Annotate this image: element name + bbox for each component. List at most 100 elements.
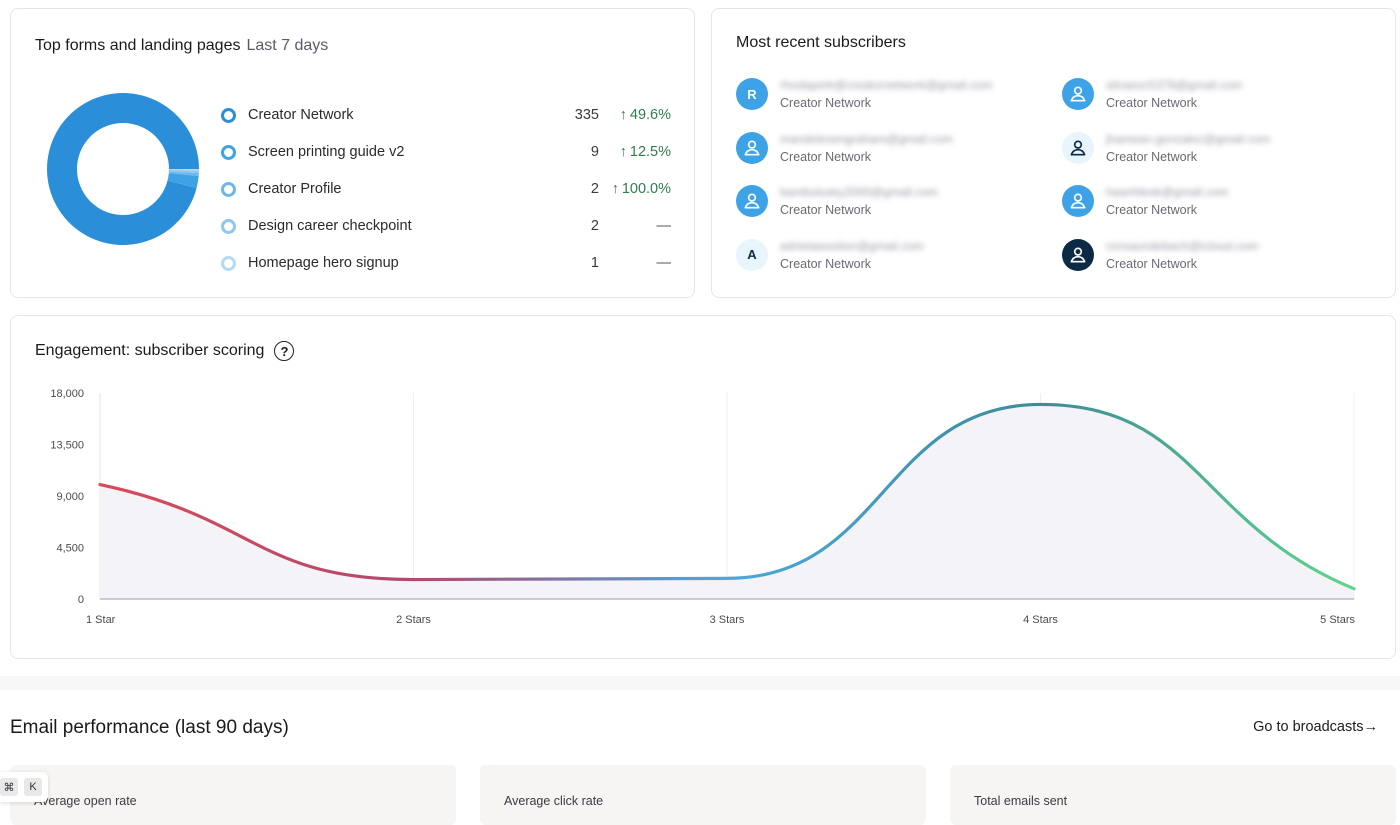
subscriber-email: jhamean.gonzalez@gmail.com (1106, 131, 1271, 146)
go-to-broadcasts-label: Go to broadcasts (1253, 719, 1364, 735)
subscriber-item[interactable]: jhamean.gonzalez@gmail.com Creator Networ… (1062, 130, 1362, 170)
form-count: 1 (590, 255, 599, 271)
subscriber-item[interactable]: haanhleek@gmail.com Creator Network (1062, 183, 1362, 223)
data-point[interactable] (1037, 400, 1045, 408)
subscriber-source: Creator Network (1106, 96, 1197, 110)
y-tick-label: 9,000 (56, 491, 84, 503)
form-name: Design career checkpoint (248, 218, 412, 234)
avatar: A (736, 238, 768, 271)
data-point[interactable] (1350, 585, 1358, 593)
subscriber-email: silvaesc5378@gmail.com (1106, 78, 1243, 92)
stat-label: Average open rate (34, 794, 137, 808)
engagement-line[interactable] (98, 402, 1356, 591)
y-tick-label: 13,500 (50, 440, 84, 452)
forms-period: Last 7 days (246, 37, 329, 54)
y-tick-label: 0 (78, 594, 84, 606)
subscriber-email: haanhleek@gmail.com (1106, 185, 1229, 199)
subscriber-email: bambulusky2000@gmail.com (780, 185, 938, 199)
donut-slice[interactable] (47, 93, 199, 245)
legend-dot-icon (221, 145, 236, 160)
y-tick-label: 18,000 (50, 388, 84, 400)
subscriber-item[interactable]: ronsaundebach@icloud.com Creator Network (1062, 237, 1362, 277)
legend-dot-icon (221, 108, 236, 123)
form-count: 335 (574, 107, 599, 123)
subscriber-source: Creator Network (1106, 203, 1197, 217)
form-count: 9 (590, 144, 599, 160)
forms-donut-chart (47, 93, 199, 245)
forms-card-title: Top forms and landing pages Last 7 days (35, 37, 328, 55)
engagement-area (100, 404, 1354, 599)
donut-slice[interactable] (167, 173, 199, 188)
subscriber-item[interactable]: mandelesengraham@gmail.com Creator Networ… (736, 130, 1036, 170)
form-row[interactable]: Design career checkpoint 2 — (219, 214, 671, 238)
arrow-up-icon: ↑ (611, 181, 619, 197)
person-icon (1062, 238, 1094, 271)
person-icon (736, 131, 768, 164)
subscriber-email: mandelesengraham@gmail.com (780, 131, 953, 146)
person-icon (1062, 78, 1094, 110)
subscribers-card-title: Most recent subscribers (736, 34, 906, 51)
question-circle-icon[interactable]: ? (274, 341, 295, 361)
data-point[interactable] (723, 574, 731, 582)
stat-card-open-rate: Average open rate (10, 765, 456, 825)
form-row[interactable]: Creator Profile 2 ↑ 100.0% (219, 177, 671, 201)
data-point[interactable] (96, 481, 104, 489)
person-icon (1062, 185, 1094, 217)
subscriber-email: rhodaperk@creatornetwork@gmail.com (780, 78, 993, 92)
arrow-up-icon: ↑ (619, 107, 627, 123)
form-change: — (607, 218, 672, 234)
stat-label: Average click rate (504, 794, 604, 808)
email-performance-title: Email performance (last 90 days) (10, 717, 289, 738)
form-change: ↑ 12.5% (607, 144, 671, 160)
command-key-icon: ⌘ (0, 778, 18, 796)
subscriber-item[interactable]: bambulusky2000@gmail.com Creator Network (736, 183, 1036, 223)
keyboard-shortcut-hint[interactable]: ⌘ K (0, 772, 48, 802)
engagement-chart: 18,000 13,500 9,000 4,500 01 Star 2 Stars 3 St… (50, 388, 1358, 626)
data-point[interactable] (410, 576, 418, 584)
form-name: Creator Network (248, 107, 354, 123)
stat-card-emails-sent: Total emails sent (950, 765, 1396, 825)
form-name: Homepage hero signup (248, 255, 399, 271)
legend-dot-icon (221, 219, 236, 234)
form-change-value: 100.0% (621, 181, 671, 197)
form-row[interactable]: Screen printing guide v2 9 ↑ 12.5% (219, 140, 671, 164)
engagement-card: 18,000 13,500 9,000 4,500 0 1 Star 2 Stars 3 St… (10, 315, 1396, 659)
donut-slice[interactable] (168, 171, 199, 176)
stat-label: Total emails sent (974, 794, 1068, 808)
engagement-card-title: Engagement: subscriber scoring ? (35, 341, 295, 361)
legend-dot-icon (221, 182, 236, 197)
subscriber-item[interactable]: silvaesc5378@gmail.com Creator Network (1062, 76, 1362, 116)
y-tick-label: 4,500 (56, 543, 84, 555)
subscriber-source: Creator Network (780, 96, 871, 110)
x-tick-label: 3 Stars (710, 614, 745, 626)
form-row[interactable]: Creator Network 335 ↑ 49.6% (219, 103, 671, 127)
x-tick-label: 4 Stars (1023, 614, 1058, 626)
form-change: ↑ 100.0% (607, 181, 671, 197)
go-to-broadcasts-link[interactable]: Go to broadcasts→ (1253, 719, 1378, 735)
stat-card-click-rate: Average click rate (480, 765, 926, 825)
forms-title-text: Top forms and landing pages (35, 37, 241, 54)
legend-dot-icon (221, 256, 236, 271)
form-count: 2 (590, 218, 599, 234)
subscriber-source: Creator Network (1106, 149, 1197, 164)
x-tick-label: 2 Stars (396, 614, 431, 626)
arrow-right-icon: → (1363, 719, 1379, 735)
x-tick-label: 1 Star (86, 614, 116, 626)
k-key: K (24, 778, 42, 796)
subscriber-source: Creator Network (780, 203, 871, 217)
donut-slice[interactable] (168, 169, 199, 174)
subscriber-email: adrielawoolion@gmail.com (780, 238, 924, 253)
subscriber-source: Creator Network (780, 149, 871, 164)
person-icon (1062, 131, 1094, 164)
form-row[interactable]: Homepage hero signup 1 — (219, 251, 671, 275)
person-icon (736, 185, 768, 217)
form-change-value: 49.6% (629, 107, 671, 123)
donut-slice[interactable] (168, 169, 199, 171)
x-tick-label: 5 Stars (1320, 614, 1355, 626)
form-count: 2 (590, 181, 599, 197)
section-divider (0, 676, 1400, 690)
form-name: Creator Profile (248, 181, 342, 197)
arrow-up-icon: ↑ (619, 144, 627, 160)
